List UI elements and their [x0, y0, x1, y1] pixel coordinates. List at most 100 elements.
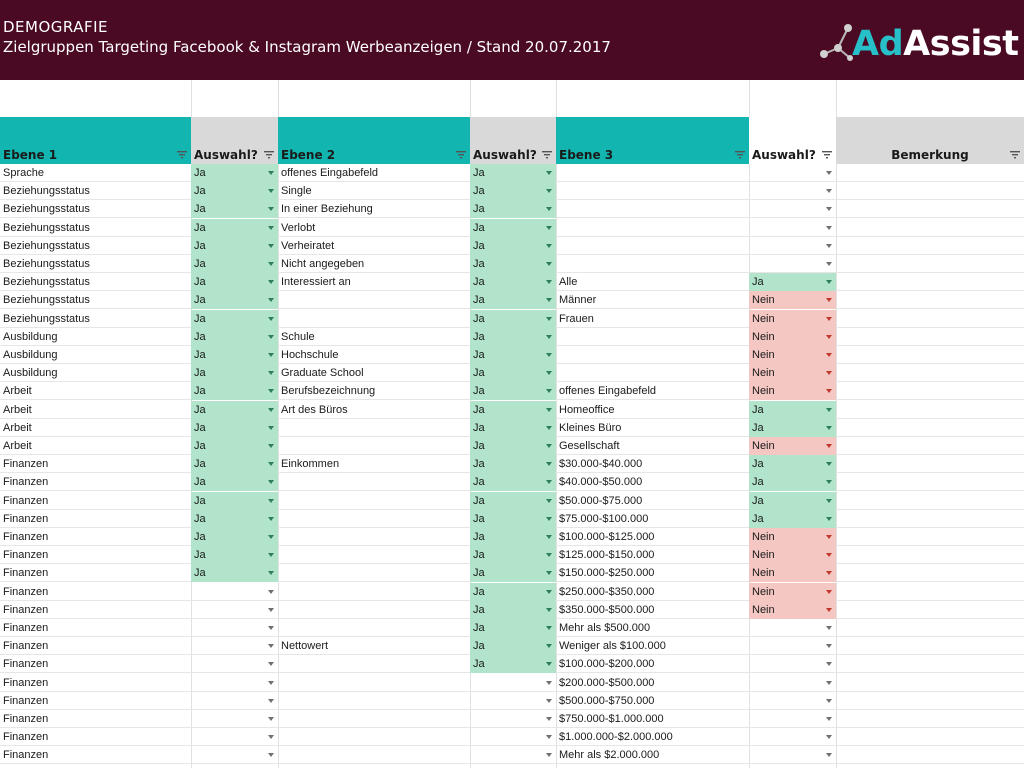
dropdown-arrow-icon[interactable] — [546, 189, 552, 194]
dropdown-arrow-icon[interactable] — [546, 262, 552, 266]
ebene-cell[interactable]: $75.000-$100.000 — [556, 510, 749, 528]
auswahl-select[interactable]: Ja — [470, 327, 556, 346]
dropdown-arrow-icon[interactable] — [546, 444, 552, 448]
ebene-cell[interactable]: Finanzen — [0, 674, 191, 692]
bemerkung-cell[interactable] — [836, 473, 1024, 492]
auswahl-select[interactable]: Ja — [191, 437, 278, 455]
ebene-cell[interactable]: $50.000-$75.000 — [556, 492, 749, 510]
auswahl-select[interactable]: Ja — [470, 255, 556, 273]
dropdown-arrow-icon[interactable] — [268, 243, 274, 248]
ebene-cell[interactable]: Finanzen — [0, 710, 191, 728]
dropdown-arrow-icon[interactable] — [826, 225, 832, 230]
auswahl-select[interactable] — [749, 619, 836, 637]
dropdown-arrow-icon[interactable] — [826, 280, 832, 285]
dropdown-arrow-icon[interactable] — [268, 717, 274, 721]
ebene-cell[interactable]: Berufsbezeichnung — [278, 382, 470, 401]
ebene-cell[interactable]: Beziehungsstatus — [0, 182, 191, 201]
ebene-cell[interactable] — [556, 200, 749, 219]
ebene-cell[interactable] — [556, 237, 749, 255]
bemerkung-cell[interactable] — [836, 437, 1024, 455]
dropdown-arrow-icon[interactable] — [268, 207, 274, 212]
auswahl-select[interactable]: Ja — [470, 346, 556, 364]
ebene-cell[interactable]: Arbeit — [0, 437, 191, 455]
dropdown-arrow-icon[interactable] — [546, 644, 552, 649]
auswahl-select[interactable]: Ja — [470, 309, 556, 328]
dropdown-arrow-icon[interactable] — [826, 698, 832, 703]
ebene-cell[interactable]: Finanzen — [0, 564, 191, 583]
auswahl-select[interactable]: Ja — [470, 273, 556, 292]
dropdown-arrow-icon[interactable] — [268, 662, 274, 667]
bemerkung-cell[interactable] — [836, 291, 1024, 310]
bemerkung-cell[interactable] — [836, 674, 1024, 692]
ebene-cell[interactable] — [278, 528, 470, 546]
bemerkung-cell[interactable] — [836, 637, 1024, 656]
auswahl-select[interactable]: Nein — [749, 291, 836, 310]
dropdown-arrow-icon[interactable] — [826, 589, 832, 594]
auswahl-select[interactable]: Ja — [470, 218, 556, 237]
bemerkung-cell[interactable] — [836, 255, 1024, 273]
dropdown-arrow-icon[interactable] — [546, 243, 552, 248]
dropdown-arrow-icon[interactable] — [826, 298, 832, 303]
dropdown-arrow-icon[interactable] — [546, 717, 552, 721]
auswahl-select[interactable]: Ja — [191, 346, 278, 364]
ebene-cell[interactable]: Mehr als $2.000.000 — [556, 746, 749, 765]
auswahl-select[interactable]: Ja — [749, 509, 836, 528]
dropdown-arrow-icon[interactable] — [826, 607, 832, 612]
ebene-cell[interactable] — [278, 564, 470, 583]
ebene-cell[interactable]: $750.000-$1.000.000 — [556, 710, 749, 728]
bemerkung-cell[interactable] — [836, 510, 1024, 528]
auswahl-select[interactable]: Ja — [470, 418, 556, 437]
ebene-cell[interactable]: $250.000-$350.000 — [556, 583, 749, 601]
auswahl-select[interactable] — [470, 674, 556, 692]
dropdown-arrow-icon[interactable] — [268, 589, 274, 594]
bemerkung-cell[interactable] — [836, 546, 1024, 565]
ebene-cell[interactable]: Homeoffice — [556, 401, 749, 419]
dropdown-arrow-icon[interactable] — [268, 498, 274, 503]
auswahl-select[interactable]: Ja — [749, 455, 836, 474]
dropdown-arrow-icon[interactable] — [826, 389, 832, 394]
filter-icon[interactable] — [735, 151, 745, 159]
ebene-cell[interactable]: Finanzen — [0, 746, 191, 765]
dropdown-arrow-icon[interactable] — [546, 389, 552, 394]
filter-icon[interactable] — [1010, 151, 1020, 159]
ebene-cell[interactable] — [278, 473, 470, 492]
auswahl-select[interactable]: Ja — [191, 236, 278, 255]
ebene-cell[interactable]: Finanzen — [0, 728, 191, 747]
dropdown-arrow-icon[interactable] — [268, 680, 274, 685]
dropdown-arrow-icon[interactable] — [268, 553, 274, 558]
dropdown-arrow-icon[interactable] — [826, 462, 832, 467]
ebene-cell[interactable] — [556, 364, 749, 383]
ebene-cell[interactable]: offenes Eingabefeld — [278, 164, 470, 182]
dropdown-arrow-icon[interactable] — [268, 334, 274, 339]
ebene-cell[interactable]: Beziehungsstatus — [0, 310, 191, 328]
ebene-cell[interactable]: Alle — [556, 273, 749, 292]
auswahl-select[interactable] — [470, 746, 556, 765]
ebene-cell[interactable]: Verheiratet — [278, 237, 470, 255]
auswahl-select[interactable]: Ja — [470, 164, 556, 182]
ebene-cell[interactable]: Einkommen — [278, 455, 470, 474]
auswahl-select[interactable]: Ja — [191, 564, 278, 583]
dropdown-arrow-icon[interactable] — [268, 225, 274, 230]
auswahl-select[interactable]: Ja — [191, 528, 278, 546]
filter-icon[interactable] — [177, 151, 187, 159]
ebene-cell[interactable]: $150.000-$250.000 — [556, 564, 749, 583]
auswahl-select[interactable]: Nein — [749, 346, 836, 364]
ebene-cell[interactable] — [278, 310, 470, 328]
ebene-cell[interactable]: Hochschule — [278, 346, 470, 364]
dropdown-arrow-icon[interactable] — [268, 607, 274, 612]
ebene-cell[interactable]: Ausbildung — [0, 328, 191, 346]
dropdown-arrow-icon[interactable] — [826, 207, 832, 212]
ebene-cell[interactable] — [556, 219, 749, 237]
bemerkung-cell[interactable] — [836, 455, 1024, 474]
auswahl-select[interactable] — [470, 728, 556, 747]
ebene-cell[interactable]: Finanzen — [0, 528, 191, 546]
ebene-cell[interactable] — [556, 328, 749, 346]
ebene-cell[interactable] — [556, 164, 749, 182]
dropdown-arrow-icon[interactable] — [268, 171, 274, 175]
dropdown-arrow-icon[interactable] — [268, 280, 274, 285]
header-auswahl-2[interactable]: Auswahl? — [470, 117, 556, 164]
bemerkung-cell[interactable] — [836, 401, 1024, 419]
ebene-cell[interactable]: In einer Beziehung — [278, 200, 470, 219]
dropdown-arrow-icon[interactable] — [826, 189, 832, 194]
dropdown-arrow-icon[interactable] — [546, 735, 552, 740]
